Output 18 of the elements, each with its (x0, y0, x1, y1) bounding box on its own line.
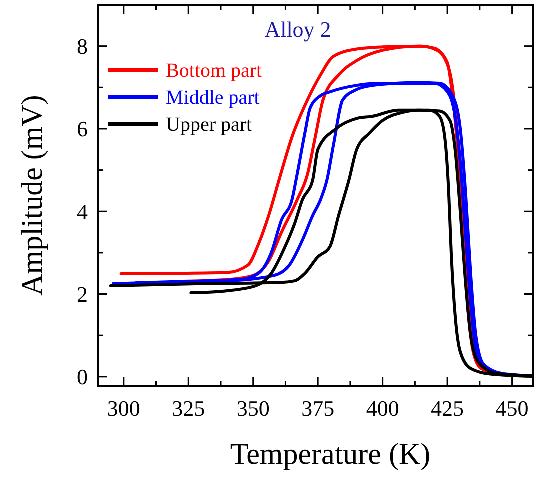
y-tick-label: 4 (77, 199, 88, 224)
x-tick-label: 375 (302, 396, 335, 421)
y-tick-label: 0 (77, 364, 88, 390)
text: Alloy 2 (264, 17, 332, 42)
x-tick-label: 400 (366, 396, 400, 421)
y-axis-title: Amplitude (mV) (16, 95, 49, 296)
y-tick-label: 6 (77, 116, 88, 142)
y-tick-label: 2 (77, 282, 88, 307)
legend-label: Bottom part (166, 60, 263, 82)
x-tick-label: 300 (107, 396, 140, 421)
x-tick-label: 425 (431, 396, 464, 421)
y-tick-label: 8 (77, 34, 88, 60)
x-tick-label: 325 (172, 396, 206, 421)
x-tick-label: 450 (496, 396, 529, 421)
legend-label: Upper part (166, 114, 253, 136)
x-tick-label: 350 (236, 396, 270, 421)
legend-label: Middle part (166, 87, 260, 109)
x-axis-title: Temperature (K) (230, 438, 431, 471)
